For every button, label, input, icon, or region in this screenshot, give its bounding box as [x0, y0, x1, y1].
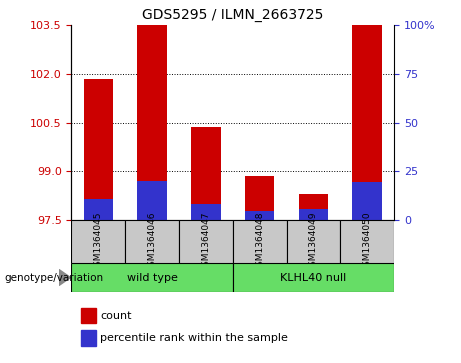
- Bar: [71, 263, 233, 292]
- Text: wild type: wild type: [127, 273, 177, 283]
- Text: GSM1364045: GSM1364045: [94, 211, 103, 272]
- Bar: [299, 209, 328, 220]
- Text: percentile rank within the sample: percentile rank within the sample: [100, 333, 289, 343]
- Bar: [137, 181, 167, 220]
- Text: genotype/variation: genotype/variation: [5, 273, 104, 283]
- Bar: [81, 330, 96, 346]
- Text: count: count: [100, 310, 132, 321]
- Bar: [245, 176, 274, 220]
- Bar: [83, 79, 113, 220]
- Polygon shape: [59, 269, 71, 285]
- Bar: [137, 25, 167, 220]
- Text: KLHL40 null: KLHL40 null: [280, 273, 347, 283]
- Bar: [125, 220, 179, 263]
- Bar: [191, 127, 221, 220]
- Bar: [299, 194, 328, 220]
- Bar: [233, 263, 394, 292]
- Text: GSM1364047: GSM1364047: [201, 211, 210, 272]
- Text: GSM1364049: GSM1364049: [309, 211, 318, 272]
- Bar: [191, 204, 221, 220]
- Text: GSM1364046: GSM1364046: [148, 211, 157, 272]
- Bar: [353, 182, 382, 220]
- Bar: [353, 25, 382, 220]
- Bar: [287, 220, 340, 263]
- Title: GDS5295 / ILMN_2663725: GDS5295 / ILMN_2663725: [142, 8, 324, 22]
- Bar: [83, 199, 113, 220]
- Bar: [233, 220, 287, 263]
- Bar: [81, 308, 96, 323]
- Bar: [245, 211, 274, 220]
- Text: GSM1364050: GSM1364050: [363, 211, 372, 272]
- Bar: [340, 220, 394, 263]
- Bar: [179, 220, 233, 263]
- Text: GSM1364048: GSM1364048: [255, 211, 264, 272]
- Bar: [71, 220, 125, 263]
